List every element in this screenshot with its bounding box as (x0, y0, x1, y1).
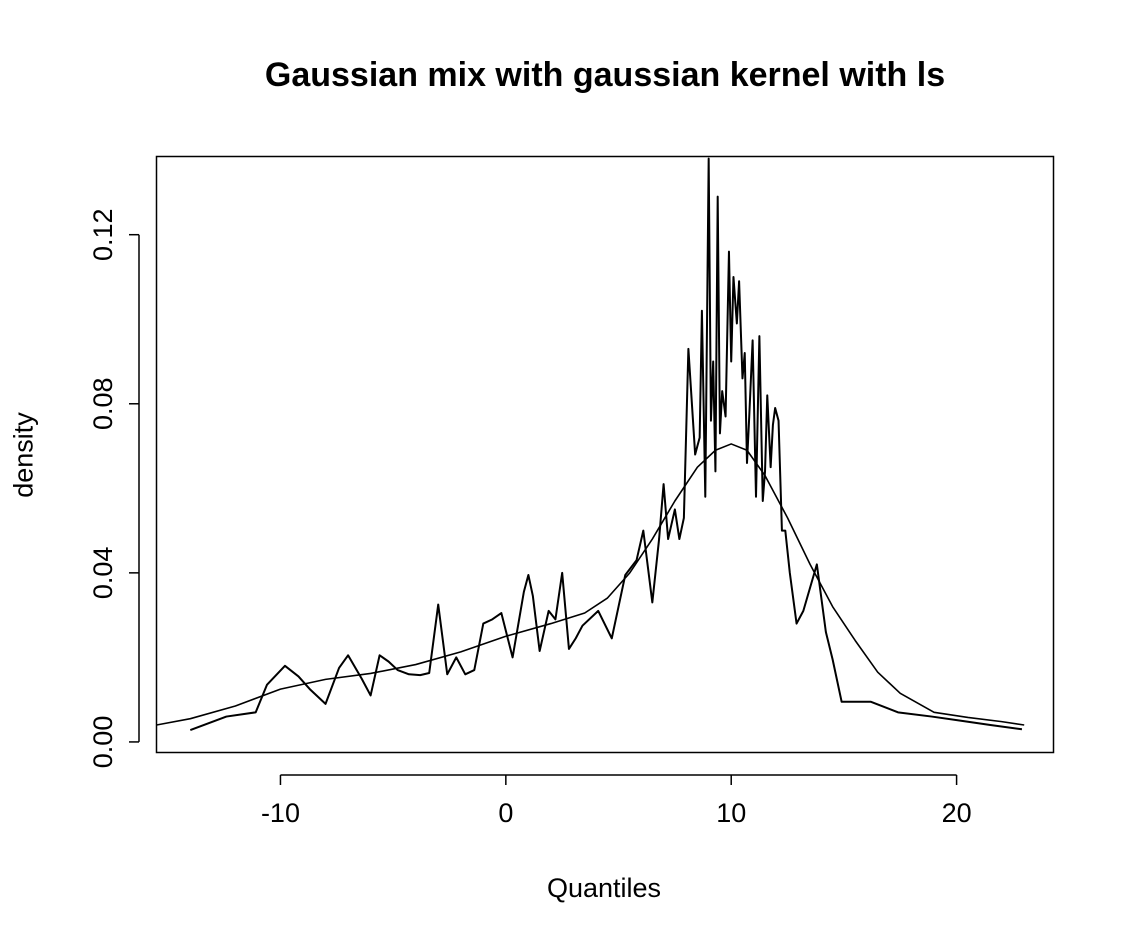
series-line-smooth (156, 443, 1025, 726)
x-axis-label: Quantiles (546, 873, 662, 903)
series-line-empirical (189, 157, 1023, 732)
x-tick-label: -10 (261, 798, 300, 828)
chart-title: Gaussian mix with gaussian kernel with l… (264, 56, 946, 94)
x-tick-label: 10 (716, 798, 746, 828)
y-tick-label: 0.00 (88, 716, 118, 769)
plot-frame (155, 155, 1055, 754)
y-tick-label: 0.08 (88, 377, 118, 430)
x-tick-label: 20 (942, 798, 972, 828)
y-tick-label: 0.12 (88, 208, 118, 261)
x-tick-label: 0 (498, 798, 513, 828)
y-axis-label: density (8, 412, 39, 498)
y-tick-label: 0.04 (88, 547, 118, 600)
